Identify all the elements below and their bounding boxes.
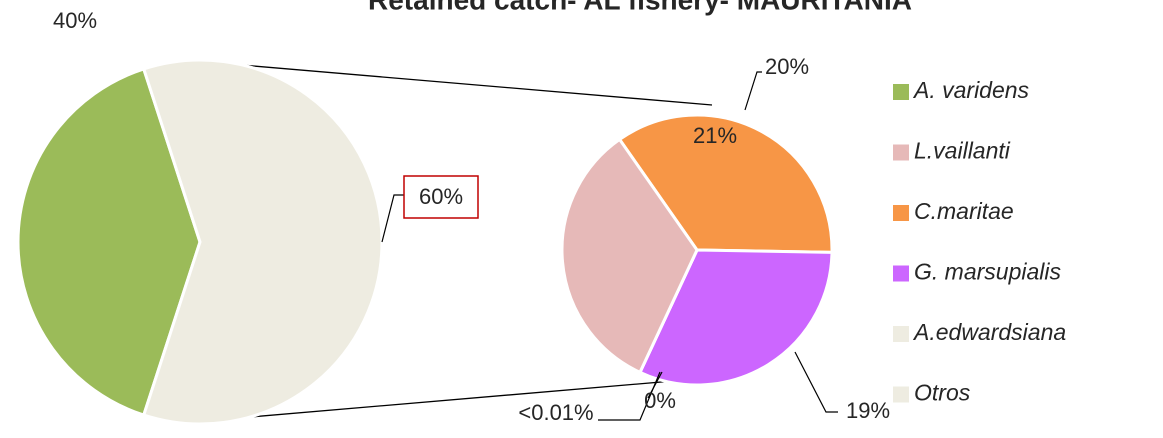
legend-swatch xyxy=(893,326,909,342)
legend-label: G. marsupialis xyxy=(914,259,1061,285)
pie-slice xyxy=(16,67,202,417)
leader-line xyxy=(744,71,762,111)
chart-title: Retained catch- AL fishery- MAURITANIA xyxy=(368,0,912,15)
data-label: 20% xyxy=(765,54,809,79)
data-label: 40% xyxy=(53,8,97,33)
legend-swatch xyxy=(893,144,909,161)
connector xyxy=(214,377,709,421)
pie-slice xyxy=(560,137,699,375)
legend-swatch xyxy=(893,205,909,221)
pie-slice xyxy=(617,113,834,254)
leader-line xyxy=(794,351,838,413)
legend-swatch xyxy=(893,265,909,282)
label-box xyxy=(403,175,479,219)
legend-label: A. varidens xyxy=(912,77,1030,103)
connector xyxy=(217,62,713,106)
data-label: 19% xyxy=(846,398,890,423)
leader-line xyxy=(381,194,404,243)
leader-line xyxy=(647,371,663,399)
legend-label: C.maritae xyxy=(914,198,1014,224)
legend-label: Otros xyxy=(914,380,971,406)
data-label: <0.01% xyxy=(518,400,593,425)
data-label: 21% xyxy=(693,123,737,148)
pie-slice xyxy=(637,248,834,387)
legend-swatch xyxy=(893,84,909,100)
legend-swatch xyxy=(893,386,909,403)
legend-label: L.vaillanti xyxy=(914,138,1011,164)
data-label: 0% xyxy=(644,388,676,413)
data-label: 60% xyxy=(419,184,463,209)
legend-label: A.edwardsiana xyxy=(912,319,1066,345)
